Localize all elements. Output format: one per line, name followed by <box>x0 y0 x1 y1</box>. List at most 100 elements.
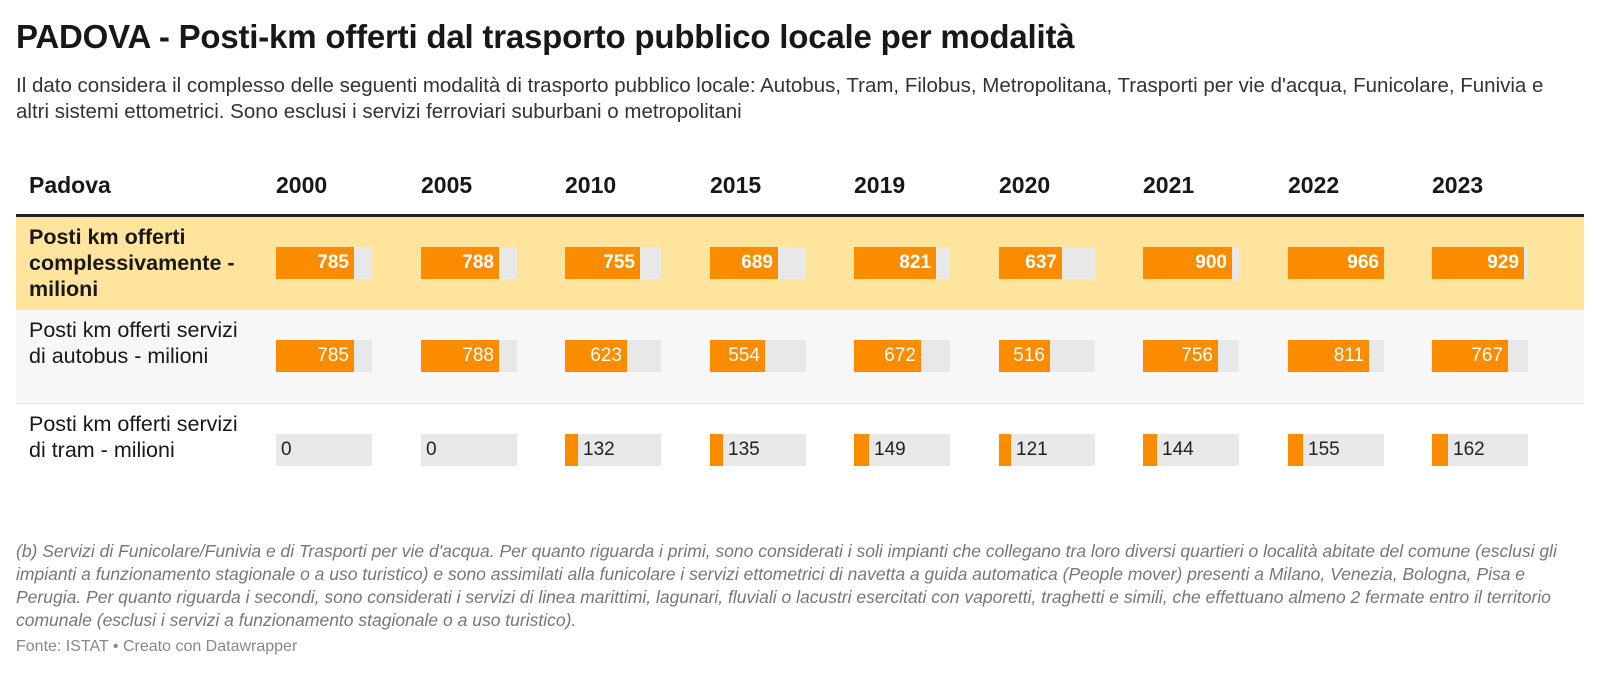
bar <box>565 340 627 372</box>
bar-cell: 929 <box>1432 247 1528 279</box>
bar-track <box>854 434 950 466</box>
bar-cell: 135 <box>710 434 806 466</box>
chart-subtitle: Il dato considera il complesso delle seg… <box>16 74 1544 123</box>
bar-track <box>421 434 517 466</box>
bar-cell: 155 <box>1288 434 1384 466</box>
bar-cell: 121 <box>999 434 1095 466</box>
bar <box>1288 434 1303 466</box>
bar <box>421 247 499 279</box>
bar <box>710 340 765 372</box>
bar-value-label: 672 <box>884 345 916 366</box>
column-header-2022: 2022 <box>1288 172 1340 198</box>
bar-value-label: 755 <box>603 252 635 273</box>
bar-track <box>1288 434 1384 466</box>
column-header-2020: 2020 <box>999 172 1051 198</box>
bar <box>1432 340 1508 372</box>
bar-cell: 672 <box>854 340 950 372</box>
bar-cell: 0 <box>276 434 372 466</box>
bar-value-label: 900 <box>1195 252 1227 273</box>
bar-value-label: 132 <box>583 439 615 460</box>
bar-cell: 516 <box>999 340 1095 372</box>
bar-cell: 811 <box>1288 340 1384 372</box>
bar <box>999 247 1062 279</box>
bar-value-label: 788 <box>462 252 494 273</box>
bar-cell: 149 <box>854 434 950 466</box>
source-credit: Fonte: ISTAT • Creato con Datawrapper <box>16 638 298 655</box>
bar-value-label: 811 <box>1333 345 1364 366</box>
table-header-label: Padova <box>29 172 111 198</box>
bar <box>1288 247 1384 279</box>
bar <box>421 340 499 372</box>
column-header-2021: 2021 <box>1143 172 1195 198</box>
bar-value-label: 767 <box>1471 345 1503 366</box>
bar <box>854 340 921 372</box>
bar-track <box>1143 434 1239 466</box>
bar-value-label: 155 <box>1308 439 1340 460</box>
bar <box>276 340 354 372</box>
bar-track <box>1432 434 1528 466</box>
bar-cell: 689 <box>710 247 806 279</box>
bar-cell: 637 <box>999 247 1095 279</box>
bar-value-label: 135 <box>728 439 760 460</box>
bar-cell: 162 <box>1432 434 1528 466</box>
bar-value-label: 637 <box>1025 252 1057 273</box>
bar-cell: 144 <box>1143 434 1239 466</box>
bar-cell: 756 <box>1143 340 1239 372</box>
bar-track <box>710 434 806 466</box>
bar-cell: 132 <box>565 434 661 466</box>
bar-cell: 0 <box>421 434 517 466</box>
column-header-2005: 2005 <box>421 172 473 198</box>
column-header-2015: 2015 <box>710 172 762 198</box>
column-header-2019: 2019 <box>854 172 906 198</box>
bar <box>999 340 1050 372</box>
bar-value-label: 966 <box>1347 252 1379 273</box>
bar-value-label: 144 <box>1162 439 1194 460</box>
bar <box>1432 434 1448 466</box>
bar <box>1143 247 1232 279</box>
column-header-2000: 2000 <box>276 172 328 198</box>
bar <box>710 247 778 279</box>
bar-cell: 785 <box>276 247 372 279</box>
bar <box>565 247 640 279</box>
row-separator <box>16 309 1584 310</box>
bar-value-label: 623 <box>590 345 622 366</box>
bar-cell: 821 <box>854 247 950 279</box>
header-rule <box>16 214 1584 217</box>
bar-track <box>565 434 661 466</box>
bar-value-label: 121 <box>1016 439 1048 460</box>
bar-track <box>276 434 372 466</box>
column-header-2023: 2023 <box>1432 172 1484 198</box>
bar-value-label: 516 <box>1013 345 1045 366</box>
bar-value-label: 149 <box>874 439 906 460</box>
bar <box>999 434 1011 466</box>
bar-value-label: 821 <box>899 252 931 273</box>
bar-value-label: 785 <box>317 345 349 366</box>
bar <box>1432 247 1524 279</box>
bar-cell: 966 <box>1288 247 1384 279</box>
column-header-2010: 2010 <box>565 172 617 198</box>
bar <box>1288 340 1369 372</box>
bar-value-label: 689 <box>741 252 773 273</box>
bar <box>1143 340 1218 372</box>
bar-cell: 767 <box>1432 340 1528 372</box>
bar-cell: 623 <box>565 340 661 372</box>
bar-track <box>999 434 1095 466</box>
bar-cell: 788 <box>421 247 517 279</box>
chart-title: PADOVA - Posti-km offerti dal trasporto … <box>16 18 1075 55</box>
bar-cell: 785 <box>276 340 372 372</box>
footnote: (b) Servizi di Funicolare/Funivia e di T… <box>16 541 1557 630</box>
bar-cell: 755 <box>565 247 661 279</box>
bar-cell: 900 <box>1143 247 1239 279</box>
bar-value-label: 0 <box>281 439 292 460</box>
bar-value-label: 785 <box>317 252 349 273</box>
bar-value-label: 788 <box>462 345 494 366</box>
bar <box>276 247 354 279</box>
row-separator <box>16 403 1584 404</box>
bar-value-label: 554 <box>728 345 760 366</box>
row-label: Posti km offerti servizi di autobus - mi… <box>29 318 238 368</box>
bar <box>710 434 723 466</box>
bar-value-label: 0 <box>426 439 437 460</box>
bar-cell: 788 <box>421 340 517 372</box>
bar-value-label: 756 <box>1181 345 1213 366</box>
bar <box>1143 434 1157 466</box>
